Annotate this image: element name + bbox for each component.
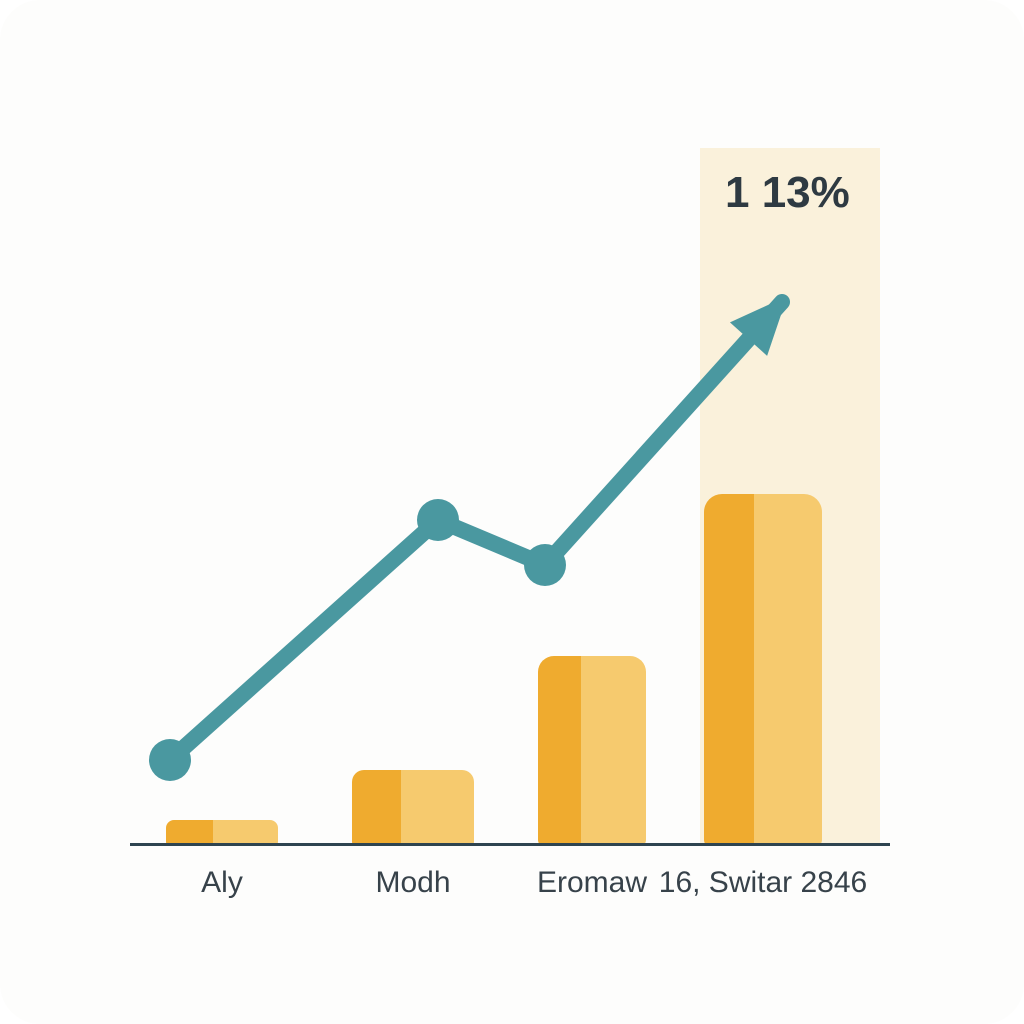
- bar-1: [352, 770, 474, 846]
- growth-callout: 1 13%: [725, 168, 850, 218]
- trend-marker-2: [524, 544, 566, 586]
- trend-marker-0: [149, 739, 191, 781]
- bar-3: [704, 494, 822, 846]
- x-axis-baseline: [130, 843, 890, 846]
- x-label-3: 16, Switar 2846: [659, 866, 867, 900]
- chart-canvas: 1 13% Aly Modh Eromaw 16, Switar 2846: [0, 0, 1024, 1024]
- bar-2: [538, 656, 646, 846]
- x-label-2: Eromaw: [537, 866, 647, 900]
- trend-marker-1: [417, 499, 459, 541]
- x-label-0: Aly: [201, 866, 243, 900]
- x-label-1: Modh: [375, 866, 450, 900]
